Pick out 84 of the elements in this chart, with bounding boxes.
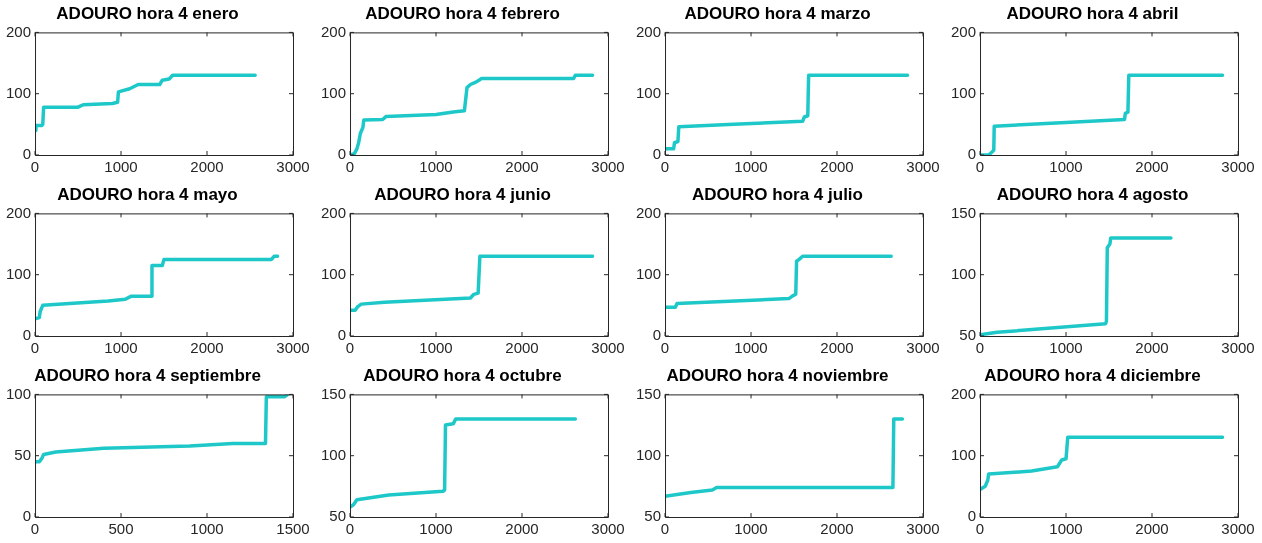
y-tick-label: 50 — [644, 507, 662, 525]
y-tick-label: 100 — [321, 445, 347, 463]
x-tick-label: 500 — [108, 520, 134, 538]
chart-title: ADOURO hora 4 febrero — [365, 3, 560, 23]
y-tick-label: 100 — [6, 264, 32, 282]
x-tick-label: 3000 — [1221, 158, 1255, 176]
x-tick-label: 3000 — [276, 339, 310, 357]
y-tick-label: 100 — [951, 83, 977, 101]
x-tick-label: 1000 — [190, 520, 224, 538]
y-tick-label: 100 — [6, 83, 32, 101]
y-tick-label: 0 — [22, 145, 32, 163]
x-tick-label: 2000 — [1135, 158, 1169, 176]
x-tick-label: 1000 — [104, 339, 138, 357]
y-tick-label: 150 — [321, 384, 347, 402]
y-tick-label: 0 — [22, 507, 32, 525]
y-tick-label: 100 — [636, 264, 662, 282]
x-tick-label: 2000 — [505, 339, 539, 357]
chart-title: ADOURO hora 4 marzo — [684, 3, 871, 23]
x-tick-label: 3000 — [906, 158, 940, 176]
y-tick-label: 200 — [321, 22, 347, 40]
y-tick-label: 100 — [321, 264, 347, 282]
x-tick-label: 1000 — [419, 158, 453, 176]
x-tick-label: 1000 — [104, 158, 138, 176]
x-tick-label: 2000 — [505, 520, 539, 538]
x-tick-label: 1000 — [734, 158, 768, 176]
x-tick-label: 2000 — [190, 339, 224, 357]
x-tick-label: 3000 — [591, 158, 625, 176]
x-tick-label: 2000 — [820, 520, 854, 538]
x-tick-label: 3000 — [1221, 339, 1255, 357]
x-tick-label: 3000 — [906, 339, 940, 357]
y-tick-label: 0 — [967, 507, 977, 525]
x-tick-label: 1500 — [276, 520, 310, 538]
y-tick-label: 200 — [636, 203, 662, 221]
chart-title: ADOURO hora 4 mayo — [57, 184, 238, 204]
y-tick-label: 50 — [959, 326, 977, 344]
chart-title: ADOURO hora 4 agosto — [996, 184, 1189, 204]
x-tick-label: 1000 — [734, 339, 768, 357]
y-tick-label: 200 — [6, 203, 32, 221]
y-tick-label: 0 — [337, 326, 347, 344]
x-tick-label: 1000 — [1049, 339, 1083, 357]
x-tick-label: 2000 — [1135, 339, 1169, 357]
chart-title: ADOURO hora 4 abril — [1006, 3, 1179, 23]
x-tick-label: 2000 — [820, 158, 854, 176]
x-tick-label: 1000 — [1049, 520, 1083, 538]
y-tick-label: 100 — [6, 384, 32, 402]
y-tick-label: 50 — [329, 507, 347, 525]
y-tick-label: 200 — [951, 22, 977, 40]
y-tick-label: 100 — [951, 264, 977, 282]
y-tick-label: 150 — [951, 203, 977, 221]
chart-title: ADOURO hora 4 octubre — [363, 365, 562, 385]
x-tick-label: 3000 — [591, 339, 625, 357]
y-tick-label: 100 — [321, 83, 347, 101]
x-tick-label: 2000 — [505, 158, 539, 176]
y-tick-label: 150 — [636, 384, 662, 402]
chart-title: ADOURO hora 4 noviembre — [666, 365, 889, 385]
y-tick-label: 200 — [321, 203, 347, 221]
y-tick-label: 0 — [337, 145, 347, 163]
x-tick-label: 2000 — [820, 339, 854, 357]
x-tick-label: 3000 — [1221, 520, 1255, 538]
y-tick-label: 0 — [22, 326, 32, 344]
chart-title: ADOURO hora 4 diciembre — [984, 365, 1201, 385]
y-tick-label: 50 — [14, 445, 32, 463]
x-tick-label: 1000 — [734, 520, 768, 538]
y-tick-label: 200 — [6, 22, 32, 40]
y-tick-label: 200 — [636, 22, 662, 40]
y-tick-label: 0 — [652, 145, 662, 163]
chart-title: ADOURO hora 4 junio — [374, 184, 551, 204]
x-tick-label: 3000 — [591, 520, 625, 538]
x-tick-label: 2000 — [190, 158, 224, 176]
y-tick-label: 200 — [951, 384, 977, 402]
y-tick-label: 0 — [967, 145, 977, 163]
chart-title: ADOURO hora 4 julio — [692, 184, 863, 204]
y-tick-label: 100 — [951, 445, 977, 463]
x-tick-label: 3000 — [906, 520, 940, 538]
x-tick-label: 1000 — [1049, 158, 1083, 176]
x-tick-label: 2000 — [1135, 520, 1169, 538]
y-tick-label: 0 — [652, 326, 662, 344]
y-tick-label: 100 — [636, 445, 662, 463]
x-tick-label: 3000 — [276, 158, 310, 176]
chart-title: ADOURO hora 4 enero — [56, 3, 239, 23]
x-tick-label: 1000 — [419, 520, 453, 538]
y-tick-label: 100 — [636, 83, 662, 101]
chart-title: ADOURO hora 4 septiembre — [34, 365, 261, 385]
x-tick-label: 1000 — [419, 339, 453, 357]
